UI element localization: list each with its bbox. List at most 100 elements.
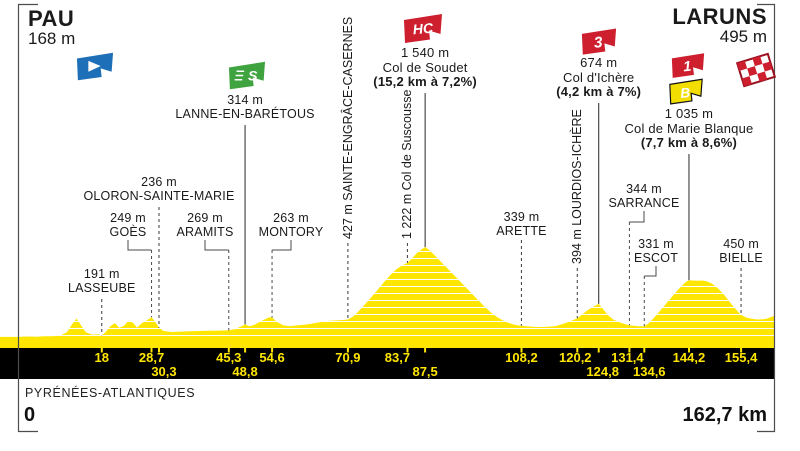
waypoint-label-ARETTE: 339 m ARETTE [431, 210, 611, 238]
elbow-connector-SARRANCE [629, 211, 645, 223]
waypoint-label-Col d'Ichère: 674 m Col d'Ichère (4,2 km à 7%) [509, 55, 689, 100]
elbow-connector-ARAMITS [204, 240, 229, 251]
waypoint-name: GOÈS [109, 224, 147, 239]
distance-band [0, 348, 775, 379]
elevation-area [0, 247, 775, 348]
waypoint-name: BIELLE [719, 250, 763, 265]
waypoint-altitude: 450 m [723, 237, 759, 251]
waypoint-name: LASSEUBE [67, 280, 136, 295]
start-elevation: 168 m [28, 29, 76, 48]
km-number-54,6: 54,6 [259, 350, 285, 365]
waypoint-label-LANNE-EN-BARÉTOUS: 314 m LANNE-EN-BARÉTOUS [155, 93, 335, 121]
waypoint-altitude: 344 m [626, 182, 662, 196]
waypoint-name: OLORON-SAINTE-MARIE [83, 188, 235, 203]
elbow-connector-MONTORY [272, 240, 292, 251]
km-tick-70,9 [346, 348, 349, 353]
km-number-144,2: 144,2 [672, 350, 706, 365]
sprint-badge: S [228, 61, 266, 90]
frame-brackets [17, 3, 776, 433]
waypoint-altitude: 249 m [110, 211, 146, 225]
km-tick-45,3 [227, 348, 230, 353]
start-city: PAU [28, 6, 75, 31]
waypoint-label-GOÈS: 249 m GOÈS [38, 211, 218, 239]
waypoint-name: ARAMITS [176, 224, 234, 239]
km-number-155,4: 155,4 [724, 350, 758, 365]
waypoint-name: Col de Marie Blanque [624, 120, 754, 136]
bonus-badge-label: B [680, 85, 691, 101]
km-number-131,4: 131,4 [611, 350, 644, 365]
km-number-45,3: 45,3 [216, 350, 242, 365]
km-number-124,8: 124,8 [586, 363, 619, 379]
km-tick-54,6 [271, 348, 274, 353]
finish-elevation: 495 m [719, 27, 767, 46]
km-tick-124,8 [597, 348, 600, 353]
km-number-70,9: 70,9 [335, 350, 361, 365]
finish-city: LARUNS [672, 4, 767, 29]
waypoint-name: Col de Soudet [382, 59, 468, 75]
waypoint-altitude: 191 m [83, 267, 120, 281]
waypoint-altitude: 263 m [273, 211, 309, 225]
waypoint-label-Col de Marie Blanque: 1 035 m Col de Marie Blanque (7,7 km à 8,6… [599, 106, 779, 151]
elbow-connector-ESCOT [644, 266, 657, 277]
category-1-label: 1 [683, 59, 692, 76]
km-start-label: 0 [24, 404, 36, 426]
waypoint-altitude: 236 m [141, 175, 177, 189]
waypoint-name: LANNE-EN-BARÉTOUS [175, 106, 315, 121]
waypoint-label-BIELLE: 450 m BIELLE [651, 237, 800, 265]
category-1-badge: 1 [671, 53, 705, 78]
km-tick-144,2 [688, 348, 690, 353]
hc-badge-label: HC [412, 20, 434, 38]
category-3-label: 3 [593, 34, 603, 52]
km-number-83,7: 83,7 [384, 350, 411, 365]
waypoint-name: MONTORY [258, 224, 324, 239]
hc-badge: HC [404, 14, 442, 43]
waypoint-label-MONTORY: 263 m MONTORY [201, 211, 381, 239]
waypoint-label-Col de Soudet: 1 540 m Col de Soudet (15,2 km à 7,2%) [335, 45, 515, 90]
waypoint-name: Col d'Ichère [563, 69, 635, 85]
start-flag-icon [76, 52, 114, 81]
waypoint-label-LASSEUBE: 191 m LASSEUBE [12, 267, 192, 295]
waypoint-altitude: 269 m [187, 211, 223, 225]
km-tick-108,2 [520, 348, 523, 353]
km-tick-155,4 [740, 348, 743, 353]
finish-flag-icon [735, 52, 777, 88]
km-tick-134,6 [643, 348, 646, 353]
bonus-badge: B [669, 78, 703, 105]
waypoint-altitude: 674 m [580, 55, 618, 70]
km-number-108,2: 108,2 [505, 350, 538, 365]
category-3-badge: 3 [581, 28, 617, 55]
waypoint-label-ARAMITS: 269 m ARAMITS [115, 211, 295, 239]
region-label: PYRÉNÉES-ATLANTIQUES [25, 386, 196, 400]
km-number-18: 18 [94, 350, 109, 365]
elbow-connector-GOÈS [127, 240, 152, 251]
waypoint-name: SARRANCE [608, 195, 680, 210]
km-tick-18 [100, 348, 103, 353]
km-tick-48,8 [244, 348, 247, 353]
profile-base-band [0, 338, 775, 348]
km-tick-30,3 [158, 348, 160, 353]
waypoint-name: ARETTE [496, 223, 547, 238]
waypoint-altitude: 1 540 m [400, 45, 450, 60]
waypoint-label-ESCOT: 331 m ESCOT [566, 237, 746, 265]
km-tick-120,2 [576, 348, 579, 353]
finish-block: LARUNS 495 m [672, 6, 767, 46]
km-number-134,6: 134,6 [633, 363, 666, 379]
km-total-label: 162,7 km [682, 404, 767, 426]
waypoint-label-OLORON-SAINTE-MARIE: 236 m OLORON-SAINTE-MARIE [69, 175, 249, 203]
waypoint-altitude: 314 m [227, 93, 263, 107]
sprint-badge-letter: S [248, 69, 258, 85]
km-number-28,7: 28,7 [138, 350, 165, 365]
km-number-48,8: 48,8 [232, 363, 258, 379]
waypoint-altitude: 1 035 m [664, 106, 714, 121]
climb-gradient: (4,2 km à 7%) [556, 84, 642, 99]
climb-gradient: (15,2 km à 7,2%) [373, 74, 477, 89]
km-number-30,3: 30,3 [151, 363, 177, 379]
climb-gradient: (7,7 km à 8,6%) [640, 135, 738, 150]
km-tick-28,7 [150, 348, 153, 353]
km-tick-83,7 [406, 348, 409, 353]
km-tick-87,5 [424, 348, 427, 353]
